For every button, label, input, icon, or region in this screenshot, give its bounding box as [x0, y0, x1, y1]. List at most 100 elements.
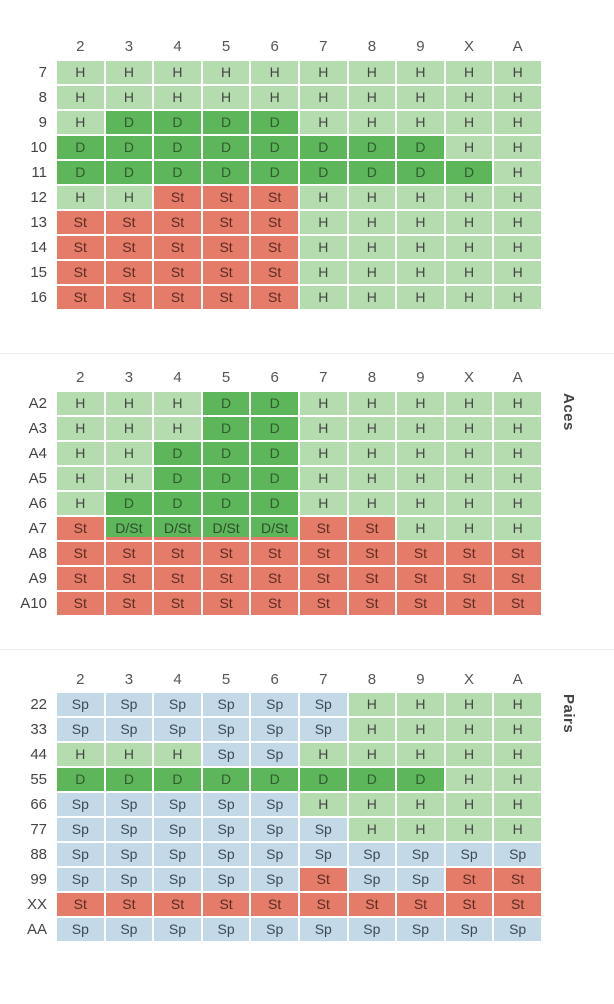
strategy-cell: Sp [153, 817, 202, 842]
strategy-cell: H [298, 742, 348, 767]
row-label: 15 [30, 264, 47, 281]
strategy-cell: H [396, 391, 445, 416]
strategy-cell: Sp [444, 917, 494, 942]
strategy-cell: H [153, 742, 202, 767]
strategy-cell: St [250, 260, 299, 285]
strategy-cell: St [250, 591, 299, 616]
row-label: A3 [28, 420, 47, 437]
strategy-cell: H [250, 85, 299, 110]
strategy-cell: H [153, 60, 202, 85]
strategy-cell: H [493, 441, 542, 466]
strategy-cell: H [444, 717, 494, 742]
strategy-cell: St [250, 285, 299, 310]
strategy-cell: D [201, 466, 251, 491]
strategy-cell: H [298, 391, 348, 416]
strategy-cell: H [444, 210, 494, 235]
strategy-cell: St [104, 210, 154, 235]
strategy-cell: H [396, 692, 445, 717]
strategy-cell: St [298, 867, 348, 892]
strategy-cell: St [298, 541, 348, 566]
strategy-cell: H [493, 160, 542, 185]
strategy-cell: H [396, 817, 445, 842]
section-divider [0, 353, 614, 354]
strategy-cell: St [56, 210, 105, 235]
strategy-cell: H [493, 491, 542, 516]
strategy-cell: St [444, 541, 494, 566]
strategy-cell: H [444, 285, 494, 310]
row-label: A5 [28, 470, 47, 487]
row-label: 16 [30, 289, 47, 306]
strategy-cell: D [250, 491, 299, 516]
strategy-cell: Sp [201, 817, 251, 842]
strategy-cell: H [396, 491, 445, 516]
aces-hand-labels: A2 A3 A4 A5 A6 A7 A8 A9 A10 [0, 391, 50, 616]
strategy-cell: H [396, 60, 445, 85]
strategy-cell: St [250, 566, 299, 591]
strategy-cell: D [250, 466, 299, 491]
dealer-card-label: 4 [173, 671, 182, 688]
strategy-cell: St [444, 566, 494, 591]
strategy-cell: Sp [250, 717, 299, 742]
strategy-cell: H [493, 767, 542, 792]
strategy-cell: St [347, 892, 397, 917]
strategy-cell: Sp [298, 917, 348, 942]
row-label: A4 [28, 445, 47, 462]
strategy-cell: H [347, 260, 397, 285]
strategy-cell: H [347, 285, 397, 310]
strategy-cell: H [444, 135, 494, 160]
strategy-cell: St [396, 566, 445, 591]
strategy-cell: H [104, 441, 154, 466]
strategy-cell: H [56, 185, 105, 210]
strategy-cell: St [298, 566, 348, 591]
strategy-cell: H [444, 235, 494, 260]
strategy-cell: St [56, 892, 105, 917]
strategy-cell: H [396, 85, 445, 110]
row-label: 22 [30, 696, 47, 713]
strategy-cell: St [104, 235, 154, 260]
strategy-cell: Sp [56, 692, 105, 717]
strategy-cell: H [298, 441, 348, 466]
strategy-cell: Sp [396, 867, 445, 892]
strategy-cell: D [201, 110, 251, 135]
strategy-cell: H [298, 235, 348, 260]
strategy-cell: Sp [153, 917, 202, 942]
strategy-cell: H [56, 441, 105, 466]
strategy-cell: Sp [104, 842, 154, 867]
strategy-cell: H [298, 466, 348, 491]
strategy-cell: Sp [298, 717, 348, 742]
strategy-cell: H [347, 416, 397, 441]
row-label: A8 [28, 545, 47, 562]
row-label: 88 [30, 846, 47, 863]
dealer-card-label: 8 [367, 369, 377, 386]
strategy-cell: St [493, 566, 542, 591]
strategy-cell: D [347, 160, 397, 185]
pairs-hand-labels: 22 33 44 55 66 77 88 99 XX AA [0, 692, 50, 942]
pairs-grid: Sp Sp Sp Sp Sp Sp H H H H Sp Sp Sp Sp Sp Sp H H H H H H H Sp Sp H… [56, 692, 542, 942]
strategy-cell: H [347, 742, 397, 767]
strategy-cell: St [298, 591, 348, 616]
strategy-cell: H [444, 416, 494, 441]
strategy-cell: Sp [493, 917, 542, 942]
strategy-cell: H [493, 717, 542, 742]
strategy-cell: Sp [201, 792, 251, 817]
strategy-cell: St [444, 892, 494, 917]
dealer-card-label: X [464, 38, 475, 55]
strategy-cell: H [104, 742, 154, 767]
dealer-card-label: 9 [416, 369, 425, 386]
strategy-cell: D [201, 441, 251, 466]
strategy-cell: H [298, 185, 348, 210]
strategy-cell: Sp [347, 842, 397, 867]
strategy-cell: Sp [298, 817, 348, 842]
strategy-cell: H [396, 185, 445, 210]
strategy-cell: St [153, 541, 202, 566]
strategy-cell: Sp [201, 742, 251, 767]
strategy-cell: H [444, 767, 494, 792]
strategy-cell: Sp [56, 717, 105, 742]
strategy-cell: St [104, 285, 154, 310]
strategy-cell: Sp [104, 717, 154, 742]
strategy-cell: St [493, 867, 542, 892]
dealer-card-label: 8 [367, 671, 377, 688]
strategy-cell: St [347, 566, 397, 591]
